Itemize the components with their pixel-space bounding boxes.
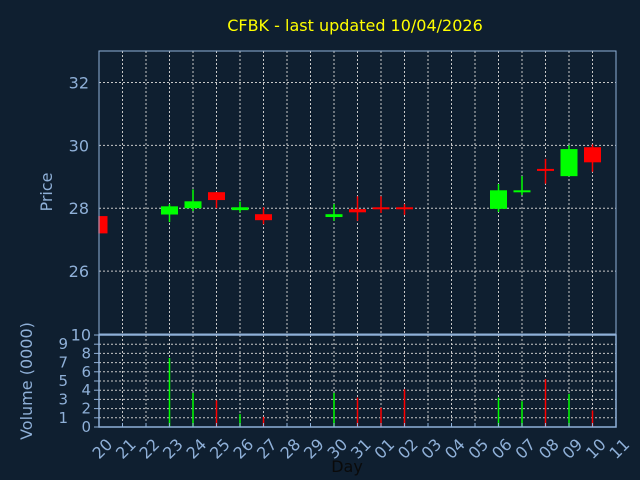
volume-tick-label: 5 xyxy=(58,372,68,390)
volume-tick-label: 9 xyxy=(58,335,68,353)
volume-tick-label: 0 xyxy=(81,418,91,436)
chart-title: CFBK - last updated 10/04/2026 xyxy=(227,16,483,35)
volume-tick-label: 1 xyxy=(58,409,68,427)
volume-tick-label: 7 xyxy=(58,354,68,372)
candle-body xyxy=(490,190,507,209)
y-tick-label: 28 xyxy=(69,199,89,218)
y-axis-label: Price xyxy=(37,172,56,211)
candle-body xyxy=(396,207,413,210)
candle-body xyxy=(372,207,390,210)
candle-body xyxy=(584,147,601,163)
y-tick-label: 30 xyxy=(69,136,89,155)
candle-body xyxy=(349,209,366,213)
candle-body xyxy=(208,192,225,201)
volume-tick-label: 6 xyxy=(81,363,91,381)
price-plot-frame xyxy=(98,50,617,335)
candle-body xyxy=(184,201,202,209)
candle-body xyxy=(161,206,178,215)
volume-axis-label: Volume (0000) xyxy=(17,322,36,440)
volume-tick-label: 2 xyxy=(81,400,91,418)
volume-tick-label: 3 xyxy=(58,390,68,408)
candle-body xyxy=(560,149,578,177)
volume-tick-label: 4 xyxy=(81,381,91,399)
y-tick-label: 26 xyxy=(69,262,89,281)
candle-body xyxy=(513,190,531,193)
volume-plot-frame xyxy=(98,334,617,428)
volume-tick-label: 10 xyxy=(71,326,91,345)
candle-body xyxy=(99,216,108,234)
x-axis-label: Day xyxy=(331,457,363,476)
y-tick-label: 32 xyxy=(69,73,89,92)
volume-tick-label: 8 xyxy=(81,344,91,362)
candle-body xyxy=(255,214,272,221)
candle-body xyxy=(537,168,554,171)
candle-body xyxy=(325,214,343,218)
candle-body xyxy=(231,207,249,211)
